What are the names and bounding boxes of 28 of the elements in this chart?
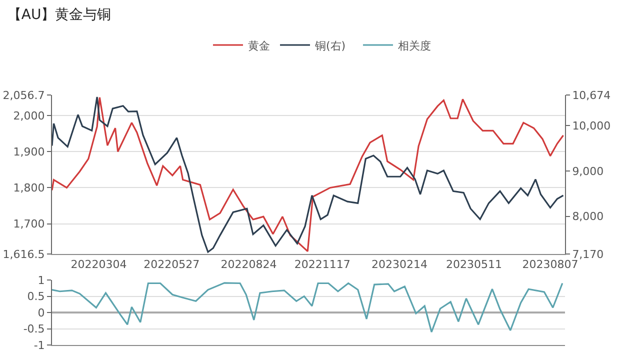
legend-label: 黄金 <box>248 39 270 52</box>
chart-title: 【AU】黄金与铜 <box>7 6 112 23</box>
y-tick-label: 0.5 <box>27 290 45 304</box>
legend-label: 相关度 <box>398 39 431 52</box>
x-tick-label: 20230511 <box>446 258 502 272</box>
y-tick-label: 1,900 <box>13 145 45 158</box>
x-tick-label: 20230807 <box>522 258 578 272</box>
y-tick-label: -0.5 <box>23 322 45 336</box>
y2-tick-label: 10,000 <box>572 119 611 132</box>
y-tick-label: 1,700 <box>13 218 45 231</box>
x-tick-label: 20221117 <box>294 258 350 272</box>
x-tick-label: 20220304 <box>70 258 127 272</box>
y-tick-label: 2,000 <box>13 109 45 122</box>
y2-tick-label: 7,170 <box>572 248 604 261</box>
y-tick-label: 2,056.7 <box>2 88 45 102</box>
y-tick-label: 0 <box>38 306 45 320</box>
y2-tick-label: 8,000 <box>572 210 604 224</box>
x-tick-label: 20220824 <box>220 258 277 272</box>
y-tick-label: -1 <box>34 338 45 352</box>
y2-tick-label: 9,000 <box>572 164 604 178</box>
y-tick-label: 1 <box>38 274 45 287</box>
legend-label: 铜(右) <box>314 39 346 52</box>
y-tick-label: 1,616.5 <box>2 248 45 261</box>
line-series <box>52 282 564 333</box>
y2-tick-label: 10,674 <box>572 88 611 102</box>
x-tick-label: 20230214 <box>371 258 428 272</box>
x-tick-label: 20220527 <box>144 258 200 272</box>
y-tick-label: 1,800 <box>13 182 45 195</box>
